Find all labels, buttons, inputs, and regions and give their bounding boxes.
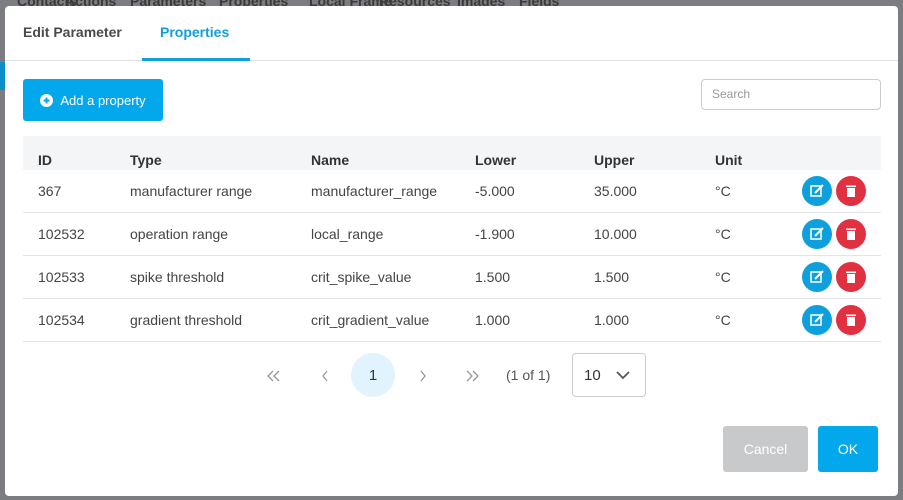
background-tab: Fields (519, 0, 560, 9)
tab-border (5, 60, 898, 61)
table-cell: gradient threshold (130, 312, 243, 328)
table-cell: °C (715, 312, 731, 328)
background-accent (0, 62, 5, 90)
add-button[interactable]: Add a property (23, 79, 163, 121)
table-cell: 10.000 (594, 226, 637, 242)
page-button[interactable]: 1 (351, 353, 395, 397)
delete-icon (846, 228, 856, 240)
edit-button[interactable] (802, 262, 832, 292)
table-cell: 35.000 (594, 183, 637, 199)
column-header: Type (130, 152, 162, 168)
edit-button[interactable] (802, 305, 832, 335)
table-cell: 102533 (38, 269, 85, 285)
delete-button[interactable] (836, 176, 866, 206)
delete-icon (846, 185, 856, 197)
tab[interactable]: Edit Parameter (23, 24, 122, 40)
delete-icon (846, 271, 856, 283)
table-cell: manufacturer range (130, 183, 253, 199)
table-cell: °C (715, 226, 731, 242)
tab-underline (142, 58, 250, 61)
delete-icon (846, 314, 856, 326)
table-cell: °C (715, 269, 731, 285)
row-border (23, 298, 881, 299)
row-border (23, 212, 881, 213)
table-cell: -1.900 (475, 226, 515, 242)
table-cell: operation range (130, 226, 229, 242)
column-header: ID (38, 152, 52, 168)
rows-per-page-value: 10 (584, 367, 601, 384)
column-header: Upper (594, 152, 635, 168)
background-tab: Parameters (130, 0, 207, 9)
background-tab: Contacts (17, 0, 77, 9)
delete-button[interactable] (836, 262, 866, 292)
table-cell: 1.000 (475, 312, 511, 328)
table-cell: local_range (311, 226, 384, 242)
edit-button[interactable] (802, 176, 832, 206)
plus-icon (40, 93, 54, 107)
column-header: Lower (475, 152, 517, 168)
edit-icon (810, 184, 824, 197)
background-tab: Local Frame (309, 0, 392, 9)
table-cell: °C (715, 183, 731, 199)
edit-icon (810, 227, 824, 240)
table-cell: 102534 (38, 312, 85, 328)
cancel-button[interactable]: Cancel (723, 426, 808, 472)
row-border (23, 341, 881, 342)
delete-button[interactable] (836, 219, 866, 249)
tab-active[interactable]: Properties (160, 24, 230, 40)
column-header: Name (311, 152, 350, 168)
dialog: Edit Parameter Properties Add a property… (5, 6, 898, 496)
rows-per-page[interactable]: 10 (572, 353, 646, 397)
table-cell: 1.500 (475, 269, 511, 285)
search-input[interactable]: Search (701, 79, 881, 110)
table-cell: 1.000 (594, 312, 630, 328)
table-header (23, 136, 881, 170)
background-tab: Images (457, 0, 506, 9)
table-cell: crit_gradient_value (311, 312, 430, 328)
background-tab: Properties (219, 0, 289, 9)
page-report: (1 of 1) (506, 367, 551, 383)
edit-button[interactable] (802, 219, 832, 249)
edit-icon (810, 313, 824, 326)
background-tab: Actions (65, 0, 117, 9)
add-button-label: Add a property (60, 92, 146, 108)
table-cell: -5.000 (475, 183, 515, 199)
pagination-icons (267, 370, 479, 382)
dropdown-icon (616, 371, 630, 380)
ok-button[interactable]: OK (818, 426, 878, 472)
table-cell: 367 (38, 183, 62, 199)
column-header: Unit (715, 152, 743, 168)
table-cell: 102532 (38, 226, 85, 242)
row-border (23, 255, 881, 256)
background-tab: Resources (379, 0, 451, 9)
table-cell: crit_spike_value (311, 269, 412, 285)
delete-button[interactable] (836, 305, 866, 335)
table-cell: 1.500 (594, 269, 630, 285)
table-cell: manufacturer_range (311, 183, 438, 199)
table-cell: spike threshold (130, 269, 225, 285)
edit-icon (810, 270, 824, 283)
